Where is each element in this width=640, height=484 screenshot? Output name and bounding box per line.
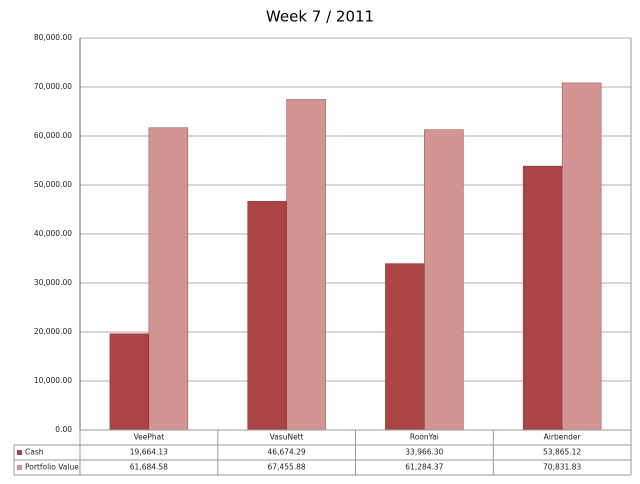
table-cell: 46,674.29 [268,448,306,457]
table-cell: 67,455.88 [268,463,306,472]
bar [424,129,464,431]
y-tick-label: 40,000.00 [34,229,72,238]
x-tick-label: VasuNett [270,433,304,442]
bar [522,165,563,431]
y-tick-label: 70,000.00 [34,82,72,91]
legend-label: Cash [25,448,44,457]
bar [286,99,326,431]
y-tick-label: 0.00 [55,425,72,434]
bar [247,201,287,431]
table-cell: 33,966.30 [405,448,443,457]
chart-title: Week 7 / 2011 [266,8,374,26]
bar [385,263,425,431]
y-tick-label: 80,000.00 [34,33,72,42]
table-cell: 53,865.12 [543,448,581,457]
legend-swatch [17,450,22,455]
y-tick-label: 50,000.00 [34,180,72,189]
table-cell: 61,284.37 [405,463,443,472]
table-cell: 19,664.13 [130,448,168,457]
y-tick-label: 10,000.00 [34,376,72,385]
legend-label: Portfolio Value [25,463,79,472]
table-cell: 70,831.83 [543,463,581,472]
y-tick-label: 60,000.00 [34,131,72,140]
bar [561,82,602,431]
x-tick-label: Airbender [544,433,582,442]
bar [109,333,150,431]
x-tick-label: VeePhat [134,433,165,442]
y-tick-label: 20,000.00 [34,327,72,336]
y-tick-label: 30,000.00 [34,278,72,287]
legend-swatch [17,465,22,470]
bar [148,127,189,431]
table-cell: 61,684.58 [130,463,168,472]
x-tick-label: RoonYai [410,433,439,442]
